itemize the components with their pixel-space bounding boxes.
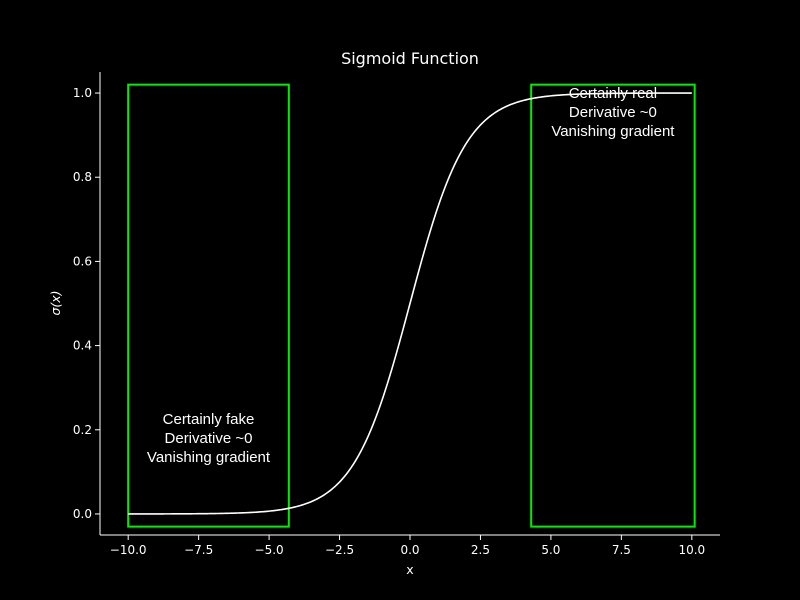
annotation-box-1	[530, 83, 696, 528]
annotation-box-0	[127, 83, 290, 528]
y-tick-label: 0.6	[73, 254, 92, 268]
ticks-layer: −10.0 −7.5 −5.0 −2.5 0.0 2.5 5.0 7.5 10.0 0.0 0.2 0…	[73, 86, 705, 557]
annotation-text-0-0: Certainly fake	[163, 411, 255, 428]
x-tick-label: 7.5	[612, 543, 631, 557]
x-tick-label: −5.0	[255, 543, 284, 557]
annotation-text-0-1: Derivative ~0	[165, 430, 253, 447]
x-tick-label: 5.0	[541, 543, 560, 557]
annotation-text-1-2: Vanishing gradient	[551, 123, 675, 140]
annotation-text-1-1: Derivative ~0	[569, 104, 657, 121]
y-tick-label: 0.8	[73, 170, 92, 184]
annotation-text-0-2: Vanishing gradient	[147, 449, 271, 466]
x-tick-label: 10.0	[678, 543, 705, 557]
y-tick-label: 0.0	[73, 507, 92, 521]
y-tick-label: 0.2	[73, 423, 92, 437]
sigmoid-line-0	[128, 92, 692, 515]
x-tick-label: −10.0	[110, 543, 147, 557]
y-tick-label: 1.0	[73, 86, 92, 100]
x-tick-label: −7.5	[184, 543, 213, 557]
annotations-layer: Certainly fake Derivative ~0 Vanishing gra…	[127, 83, 696, 528]
x-axis-label: x	[406, 562, 413, 577]
y-tick-label: 0.4	[73, 339, 92, 353]
chart-title: Sigmoid Function	[341, 49, 479, 68]
y-axis-label: σ(x)	[48, 290, 63, 315]
x-tick-label: 2.5	[471, 543, 490, 557]
x-tick-label: −2.5	[325, 543, 354, 557]
x-tick-label: 0.0	[400, 543, 419, 557]
series-layer	[128, 92, 692, 515]
